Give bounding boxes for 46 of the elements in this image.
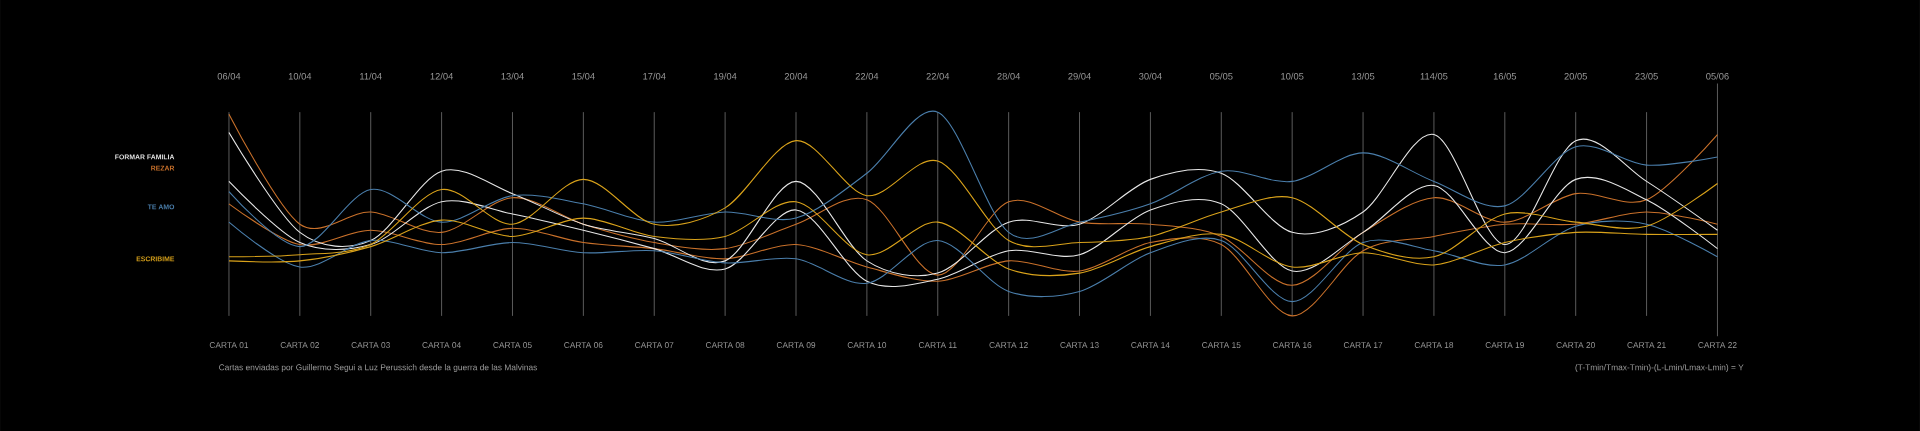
x-tick-label: CARTA 15: [1202, 341, 1241, 348]
text: 16/05: [1493, 72, 1517, 80]
x-tick-label: CARTA 18: [1414, 341, 1454, 348]
text: 114/05: [1420, 72, 1448, 80]
text: 28/04: [997, 72, 1021, 80]
x-tick-label: CARTA 03: [351, 341, 390, 348]
text: 11/04: [360, 72, 382, 80]
x-tick-label: CARTA 11: [918, 341, 957, 348]
x-tick-label: CARTA 05: [493, 341, 532, 348]
text: 06/04: [217, 72, 241, 80]
text: Cartas enviadas por Guillermo Segui a Luz Perussich desde la guerra de las Malvinas: [219, 363, 537, 372]
x-tick-label: CARTA 10: [847, 341, 887, 348]
x-tick-label: CARTA 17: [1343, 341, 1383, 348]
text: 19/04: [714, 72, 737, 80]
x-tick-label: CARTA 01: [209, 341, 249, 348]
text: 17/04: [643, 72, 666, 80]
x-tick-label: CARTA 20: [1556, 341, 1595, 348]
text: 10/05: [1281, 72, 1304, 80]
text: (T-Tmin/Tmax-Tmin)-(L-Lmin/Lmax-Lmin) = Y: [1575, 363, 1744, 372]
text: 29/04: [1068, 72, 1091, 80]
x-tick-label: CARTA 19: [1485, 341, 1525, 348]
x-tick-label: CARTA 13: [1060, 341, 1099, 348]
text: 30/04: [1139, 72, 1162, 80]
text: 13/05: [1352, 72, 1375, 80]
text: 12/04: [430, 72, 454, 80]
text: 15/04: [572, 72, 595, 80]
text: 20/05: [1564, 72, 1587, 80]
text: 13/04: [501, 72, 524, 80]
text: 20/04: [784, 72, 808, 80]
x-tick-label: CARTA 12: [989, 341, 1028, 348]
text: 23/05: [1635, 72, 1658, 80]
x-tick-label: CARTA 02: [280, 341, 319, 348]
text: 05/05: [1209, 72, 1233, 80]
x-tick-label: CARTA 21: [1627, 341, 1666, 348]
x-tick-label: CARTA 07: [635, 341, 674, 348]
text: 05/06: [1706, 72, 1729, 80]
text: 10/04: [288, 72, 312, 80]
x-tick-label: CARTA 14: [1131, 341, 1170, 348]
x-tick-label: CARTA 09: [776, 341, 816, 348]
x-tick-label: CARTA 04: [422, 341, 461, 348]
text: 22/04: [855, 72, 879, 80]
x-tick-label: CARTA 08: [705, 341, 745, 348]
text: 22/04: [926, 72, 950, 80]
x-tick-label: CARTA 22: [1698, 341, 1737, 348]
x-tick-label: CARTA 06: [564, 341, 603, 348]
x-tick-label: CARTA 16: [1273, 341, 1312, 348]
